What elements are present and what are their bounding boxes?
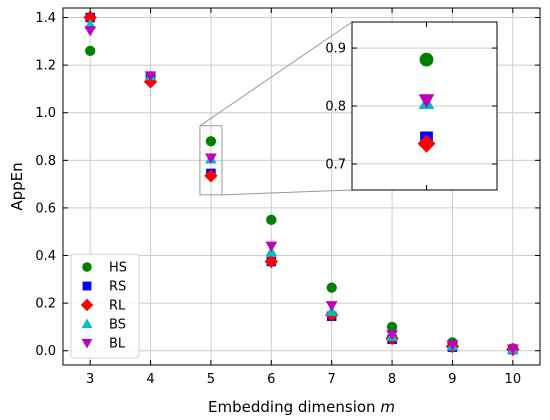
data-point-RL (264, 254, 279, 269)
x-tick-label: 7 (328, 372, 336, 387)
y-tick-label: 1.0 (35, 106, 56, 121)
zoom-connector (221, 189, 353, 196)
grid (63, 8, 540, 365)
zoom-connector (199, 21, 353, 127)
x-axis-ticks: 3 4 5 6 7 8 9 10 (86, 8, 521, 387)
data-point-BL (265, 241, 278, 252)
x-axis-label: Embedding dimension m (208, 398, 395, 416)
x-tick-label: 9 (448, 372, 456, 387)
data-point-BL (205, 153, 217, 164)
inset-plot: 0.7 0.8 0.9 (325, 21, 498, 191)
legend-label: RS (109, 280, 126, 295)
y-tick-label: 0.4 (35, 249, 56, 264)
inset-frame (351, 21, 498, 191)
inset-y-tick-label: 0.8 (325, 100, 346, 115)
legend-label: BL (109, 337, 126, 352)
x-axis-label-text: Embedding dimension (208, 398, 376, 416)
data-point-BL (386, 330, 398, 341)
inset-data-point-HS (419, 52, 434, 67)
legend-marker-BL (81, 338, 93, 349)
legend-marker-BS (81, 318, 93, 329)
x-tick-label: 6 (267, 372, 275, 387)
data-point-RL (83, 10, 97, 25)
legend-label: BS (109, 318, 126, 333)
zoom-region (199, 125, 223, 196)
data-point-RL (204, 169, 218, 183)
x-tick-label: 5 (207, 372, 215, 387)
zoom-box (199, 21, 353, 196)
legend-label: RL (109, 299, 126, 314)
data-point-HS (266, 214, 277, 225)
data-point-BL (325, 301, 338, 312)
data-point-HS (85, 45, 96, 56)
legend: HS RS RL BS BL (70, 253, 140, 359)
data-point-BL (144, 71, 157, 82)
y-tick-label: 1.2 (35, 59, 56, 74)
x-tick-label: 3 (86, 372, 94, 387)
y-tick-label: 0.0 (35, 344, 56, 359)
y-tick-label: 0.8 (35, 154, 56, 169)
plot-frame (62, 7, 541, 366)
series-BL (84, 26, 519, 355)
y-tick-label: 0.6 (35, 201, 56, 216)
legend-item: BS (81, 318, 126, 333)
legend-item: HS (82, 261, 127, 276)
y-axis-label: AppEn (8, 162, 26, 210)
legend-item: BL (81, 337, 126, 352)
inset-y-tick-label: 0.7 (325, 157, 346, 172)
data-point-BL (506, 344, 519, 355)
x-tick-label: 10 (505, 372, 522, 387)
data-point-BL (84, 26, 97, 37)
legend-label: HS (109, 261, 127, 276)
legend-marker-RS (82, 281, 92, 291)
legend-item: RL (80, 298, 126, 314)
data-points (83, 10, 520, 357)
data-point-HS (386, 321, 398, 333)
x-tick-label: 4 (146, 372, 154, 387)
legend-item: RS (82, 280, 126, 295)
legend-box (70, 253, 140, 359)
inset-data-point-BL (418, 94, 435, 109)
inset-y-tick-label: 0.9 (325, 42, 346, 57)
legend-marker-RL (80, 298, 94, 312)
x-tick-label: 8 (388, 372, 396, 387)
data-point-BL (446, 340, 459, 351)
inset-data-point-RL (417, 134, 436, 153)
legend-marker-HS (82, 262, 92, 272)
x-axis-label-variable: m (380, 398, 395, 416)
data-point-HS (326, 282, 337, 293)
y-tick-label: 1.4 (35, 11, 56, 26)
y-tick-label: 0.2 (35, 297, 56, 312)
y-axis-ticks: 0.0 0.2 0.4 0.6 0.8 1.0 1.2 1.4 (35, 11, 540, 359)
data-point-HS (205, 136, 217, 147)
